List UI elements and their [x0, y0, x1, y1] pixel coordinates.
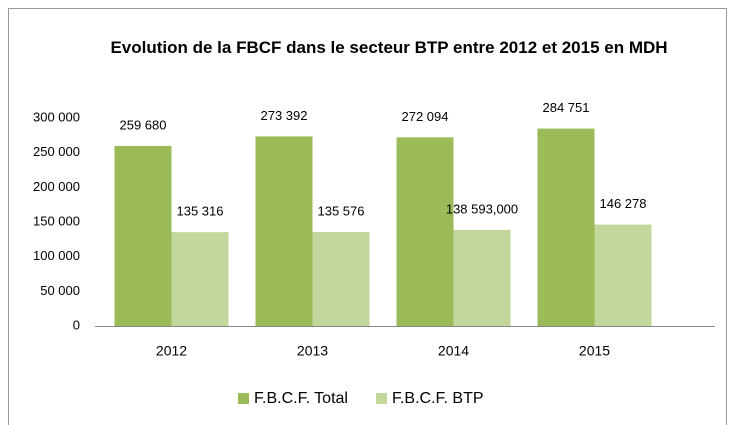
- data-label: 138 593,000: [446, 201, 518, 216]
- x-tick-label: 2013: [297, 343, 328, 359]
- bar: [114, 145, 172, 326]
- y-tick-label: 50 000: [40, 283, 80, 298]
- data-label: 259 680: [120, 117, 167, 132]
- bar: [537, 128, 595, 326]
- chart-title: Evolution de la FBCF dans le secteur BTP…: [110, 38, 668, 57]
- data-label: 135 576: [318, 203, 365, 218]
- data-label: 272 094: [402, 109, 449, 124]
- x-tick-label: 2015: [579, 343, 610, 359]
- data-label: 135 316: [177, 204, 224, 219]
- data-label: 273 392: [261, 108, 308, 123]
- legend-label: F.B.C.F. Total: [254, 390, 348, 407]
- y-tick-label: 300 000: [33, 109, 80, 124]
- bar: [594, 224, 652, 326]
- bar: [255, 136, 313, 326]
- y-tick-label: 0: [73, 317, 80, 332]
- legend-label: F.B.C.F. BTP: [392, 390, 484, 407]
- y-tick-label: 250 000: [33, 144, 80, 159]
- legend-swatch: [238, 393, 249, 404]
- y-tick-label: 200 000: [33, 179, 80, 194]
- x-tick-label: 2012: [156, 343, 187, 359]
- bar: [453, 229, 511, 326]
- bar: [396, 137, 454, 326]
- bar: [171, 232, 229, 326]
- bar: [312, 232, 370, 326]
- y-tick-label: 100 000: [33, 248, 80, 263]
- data-label: 146 278: [600, 196, 647, 211]
- legend-swatch: [375, 393, 387, 404]
- y-tick-label: 150 000: [33, 213, 80, 228]
- chart-border: [8, 8, 727, 425]
- data-label: 284 751: [543, 100, 590, 115]
- x-tick-label: 2014: [438, 343, 469, 359]
